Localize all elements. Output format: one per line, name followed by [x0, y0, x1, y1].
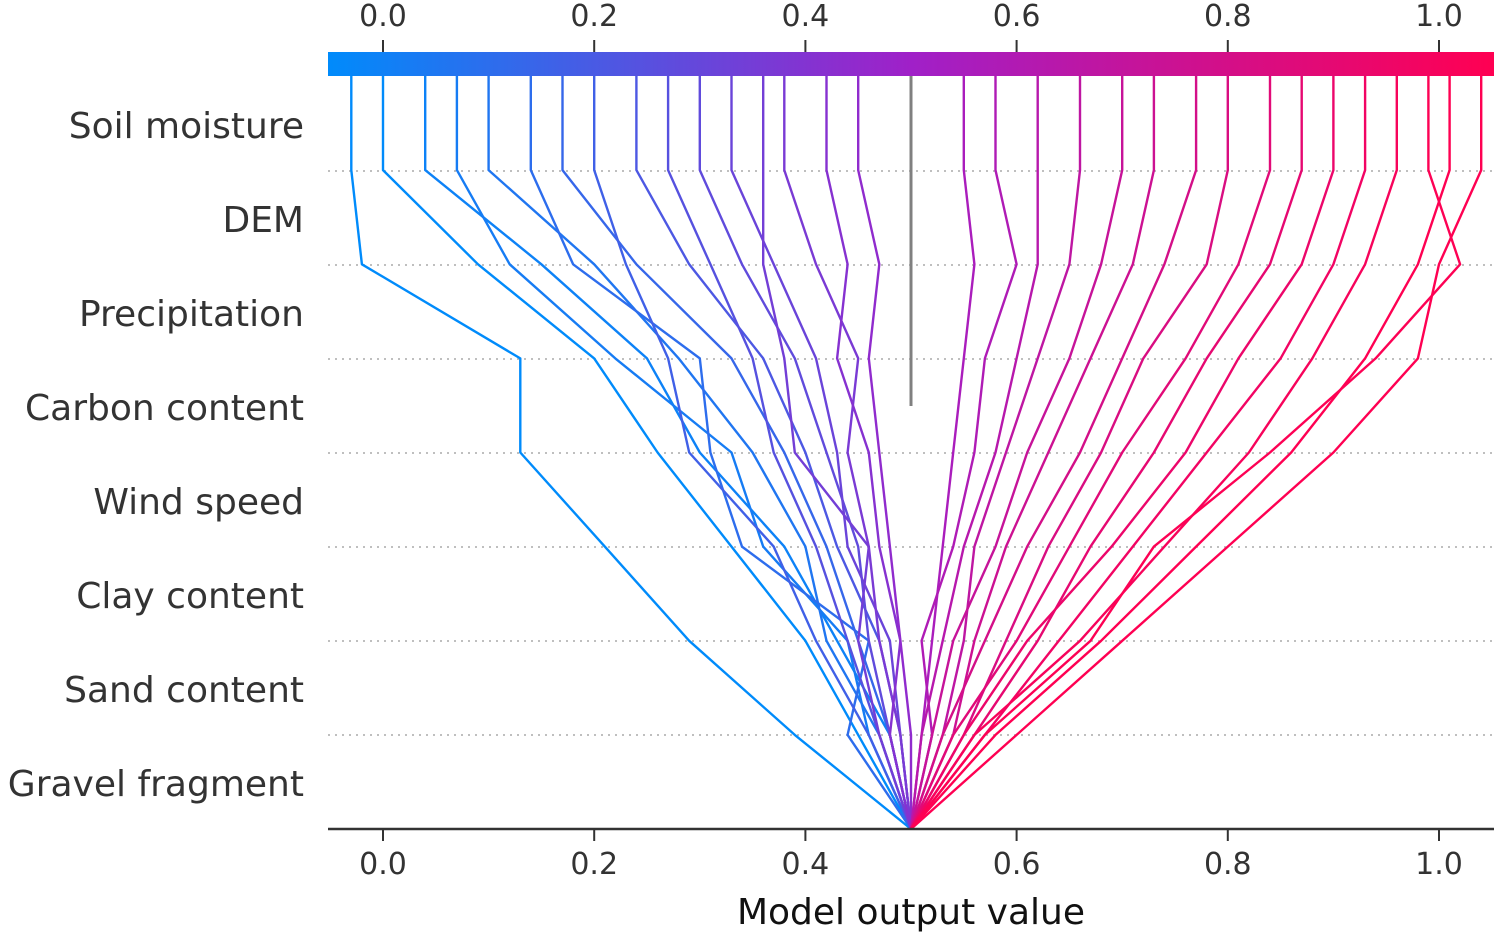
- decision-line-sample-6: [529, 76, 912, 830]
- decision-line-sample-10: [666, 76, 913, 830]
- decision-line-sample-1: [350, 76, 912, 830]
- decision-line-sample-15: [825, 76, 913, 830]
- color-bar: [328, 52, 1494, 76]
- decision-line-sample-21: [909, 76, 1124, 830]
- bottom-tick-label: 1.0: [1415, 847, 1463, 882]
- feature-label: Carbon content: [25, 388, 304, 429]
- bottom-tick-label: 0.6: [993, 847, 1041, 882]
- feature-label: Wind speed: [93, 482, 304, 523]
- decision-line-sample-23: [909, 76, 1198, 830]
- decision-line-sample-8: [593, 76, 913, 830]
- x-axis-label: Model output value: [737, 892, 1085, 933]
- top-tick-labels: 0.0 0.2 0.4 0.6 0.8 1.0: [359, 0, 1463, 52]
- decision-lines: [350, 76, 1483, 830]
- decision-line-sample-5: [487, 76, 913, 830]
- decision-line-sample-31: [910, 76, 1483, 830]
- feature-labels: Soil moisture DEM Precipitation Carbon cont…: [8, 106, 304, 805]
- feature-label: Soil moisture: [69, 106, 304, 147]
- decision-line-sample-11: [698, 76, 913, 830]
- decision-line-sample-16: [857, 76, 913, 829]
- feature-label: Gravel fragment: [8, 764, 304, 805]
- decision-line-sample-13: [762, 76, 913, 830]
- bottom-tick-label: 0.2: [570, 847, 618, 882]
- decision-line-sample-12: [730, 76, 913, 830]
- feature-label: Clay content: [76, 576, 304, 617]
- decision-line-sample-29: [910, 76, 1399, 830]
- decision-line-sample-17: [909, 76, 976, 830]
- bottom-tick-label: 0.4: [782, 847, 830, 882]
- feature-label: Precipitation: [79, 294, 304, 335]
- bottom-tick-label: 0.8: [1204, 847, 1252, 882]
- decision-line-sample-2: [381, 76, 913, 830]
- decision-line-sample-30: [910, 76, 1451, 830]
- top-tick-label: 0.2: [570, 0, 618, 34]
- decision-line-sample-27: [909, 76, 1335, 830]
- decision-line-sample-24: [909, 76, 1230, 830]
- top-tick-label: 0.6: [993, 0, 1041, 34]
- top-tick-label: 0.4: [782, 0, 830, 34]
- bottom-tick-label: 0.0: [359, 847, 407, 882]
- decision-line-sample-7: [561, 76, 913, 830]
- decision-line-sample-26: [910, 76, 1303, 830]
- decision-line-sample-32: [910, 76, 1462, 830]
- bottom-tick-labels: 0.0 0.2 0.4 0.6 0.8 1.0: [359, 829, 1463, 882]
- top-tick-label: 0.0: [359, 0, 407, 34]
- top-tick-label: 1.0: [1415, 0, 1463, 34]
- decision-line-sample-25: [909, 76, 1272, 830]
- top-tick-label: 0.8: [1204, 0, 1252, 34]
- feature-label: Sand content: [64, 670, 304, 711]
- decision-line-sample-20: [909, 76, 1082, 830]
- decision-line-sample-19: [909, 76, 1039, 830]
- decision-line-sample-22: [909, 76, 1156, 830]
- feature-label: DEM: [222, 200, 304, 241]
